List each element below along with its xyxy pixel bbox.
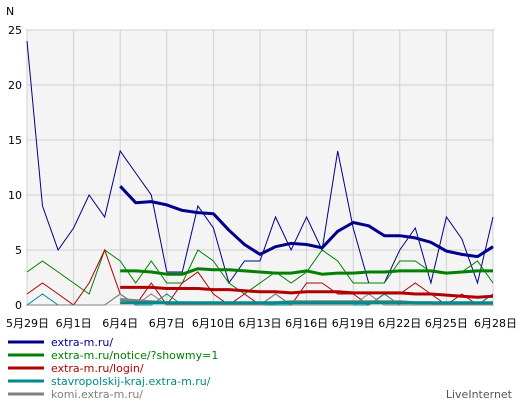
series-average-line — [120, 285, 494, 299]
legend-entry: extra-m.ru/notice/?showmy=1 — [51, 349, 218, 362]
legend-entry: extra-m.ru/ — [51, 336, 113, 349]
x-tick-label: 6月10日 — [192, 317, 235, 330]
y-tick-label: 5 — [15, 244, 22, 257]
x-tick-label: 6月1日 — [56, 317, 92, 330]
y-axis-ticks: 0 5 10 15 20 25 — [8, 24, 22, 312]
legend-entry: komi.extra-m.ru/ — [51, 388, 143, 401]
y-tick-label: 25 — [8, 24, 22, 37]
x-tick-label: 6月7日 — [149, 317, 185, 330]
series-line — [26, 40, 494, 285]
x-tick-label: 6月22日 — [378, 317, 421, 330]
y-axis-label: N — [6, 5, 14, 18]
x-tick-label: 6月16日 — [285, 317, 328, 330]
legend: extra-m.ru/extra-m.ru/notice/?showmy=1ex… — [8, 336, 218, 401]
legend-entry: stavropolskij-kraj.extra-m.ru/ — [51, 375, 211, 388]
x-tick-label: 6月19日 — [332, 317, 375, 330]
x-tick-label: 6月4日 — [102, 317, 138, 330]
legend-entry: extra-m.ru/login/ — [51, 362, 144, 375]
credit-text: LiveInternet — [446, 388, 513, 401]
x-tick-label: 6月13日 — [239, 317, 282, 330]
x-tick-label: 6月28日 — [474, 317, 517, 330]
x-tick-label: 5月29日 — [6, 317, 49, 330]
series-average-line — [119, 185, 494, 259]
x-tick-label: 6月25日 — [425, 317, 468, 330]
series-average-line — [120, 267, 493, 276]
y-tick-label: 15 — [8, 134, 22, 147]
y-tick-label: 20 — [8, 79, 22, 92]
y-tick-label: 0 — [15, 299, 22, 312]
y-tick-label: 10 — [8, 189, 22, 202]
average-series — [119, 185, 494, 306]
x-axis-ticks: 5月29日 6月1日 6月4日 6月7日 6月10日 6月13日 6月16日 6月19日 6月2… — [6, 317, 517, 330]
